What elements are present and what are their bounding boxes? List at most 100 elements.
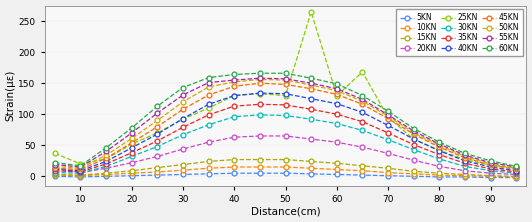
5KN bbox=[129, 174, 135, 177]
15KN bbox=[359, 165, 365, 167]
50KN bbox=[205, 85, 212, 88]
50KN bbox=[154, 119, 161, 122]
5KN bbox=[154, 174, 161, 176]
5KN bbox=[282, 172, 289, 174]
15KN bbox=[462, 173, 468, 176]
Legend: 5KN, 10KN, 15KN, 20KN, 25KN, 30KN, 35KN, 40KN, 45KN, 50KN, 55KN, 60KN: 5KN, 10KN, 15KN, 20KN, 25KN, 30KN, 35KN,… bbox=[396, 9, 522, 56]
55KN bbox=[77, 166, 84, 168]
40KN bbox=[180, 117, 186, 120]
35KN bbox=[205, 113, 212, 116]
60KN bbox=[308, 77, 314, 79]
10KN bbox=[205, 167, 212, 170]
30KN bbox=[308, 118, 314, 121]
30KN bbox=[411, 148, 417, 151]
10KN bbox=[77, 174, 84, 177]
Line: 60KN: 60KN bbox=[53, 71, 519, 169]
30KN bbox=[52, 171, 58, 174]
60KN bbox=[359, 94, 365, 97]
25KN bbox=[180, 118, 186, 121]
25KN bbox=[103, 158, 109, 160]
35KN bbox=[308, 108, 314, 111]
25KN bbox=[52, 152, 58, 155]
20KN bbox=[52, 166, 58, 169]
40KN bbox=[462, 159, 468, 162]
25KN bbox=[487, 164, 494, 166]
15KN bbox=[385, 167, 391, 170]
55KN bbox=[52, 163, 58, 166]
55KN bbox=[257, 77, 263, 79]
60KN bbox=[257, 72, 263, 75]
Line: 30KN: 30KN bbox=[53, 112, 519, 176]
35KN bbox=[411, 143, 417, 146]
35KN bbox=[359, 120, 365, 123]
5KN bbox=[334, 173, 340, 176]
60KN bbox=[154, 105, 161, 107]
50KN bbox=[308, 84, 314, 86]
35KN bbox=[257, 103, 263, 106]
60KN bbox=[282, 72, 289, 75]
55KN bbox=[359, 98, 365, 101]
55KN bbox=[308, 82, 314, 85]
40KN bbox=[411, 138, 417, 140]
15KN bbox=[77, 174, 84, 176]
25KN bbox=[359, 71, 365, 73]
15KN bbox=[257, 158, 263, 161]
35KN bbox=[77, 171, 84, 173]
40KN bbox=[282, 92, 289, 95]
10KN bbox=[411, 172, 417, 175]
50KN bbox=[77, 167, 84, 170]
55KN bbox=[462, 154, 468, 157]
50KN bbox=[180, 101, 186, 103]
30KN bbox=[513, 172, 519, 174]
30KN bbox=[77, 172, 84, 174]
30KN bbox=[487, 169, 494, 172]
40KN bbox=[103, 160, 109, 163]
X-axis label: Distance(cm): Distance(cm) bbox=[251, 206, 320, 216]
45KN bbox=[411, 133, 417, 135]
10KN bbox=[334, 168, 340, 171]
50KN bbox=[129, 137, 135, 140]
50KN bbox=[462, 155, 468, 158]
50KN bbox=[436, 144, 443, 147]
45KN bbox=[462, 156, 468, 159]
10KN bbox=[462, 174, 468, 177]
25KN bbox=[154, 131, 161, 134]
60KN bbox=[411, 127, 417, 130]
15KN bbox=[436, 172, 443, 174]
15KN bbox=[282, 158, 289, 161]
10KN bbox=[436, 174, 443, 176]
15KN bbox=[411, 170, 417, 173]
45KN bbox=[154, 125, 161, 128]
15KN bbox=[52, 173, 58, 176]
Line: 5KN: 5KN bbox=[53, 171, 519, 180]
30KN bbox=[231, 115, 237, 118]
45KN bbox=[257, 82, 263, 85]
35KN bbox=[385, 131, 391, 134]
15KN bbox=[129, 169, 135, 172]
45KN bbox=[103, 157, 109, 160]
5KN bbox=[257, 172, 263, 174]
40KN bbox=[129, 147, 135, 149]
25KN bbox=[205, 107, 212, 109]
35KN bbox=[231, 105, 237, 107]
35KN bbox=[180, 126, 186, 129]
Line: 20KN: 20KN bbox=[53, 133, 519, 177]
35KN bbox=[513, 171, 519, 173]
Line: 55KN: 55KN bbox=[53, 76, 519, 169]
25KN bbox=[436, 149, 443, 152]
25KN bbox=[129, 143, 135, 145]
5KN bbox=[231, 172, 237, 174]
60KN bbox=[462, 152, 468, 155]
30KN bbox=[205, 123, 212, 126]
45KN bbox=[334, 93, 340, 96]
60KN bbox=[513, 165, 519, 168]
Line: 45KN: 45KN bbox=[53, 81, 519, 172]
45KN bbox=[487, 164, 494, 166]
30KN bbox=[180, 133, 186, 136]
55KN bbox=[411, 130, 417, 132]
10KN bbox=[52, 174, 58, 176]
30KN bbox=[282, 114, 289, 117]
30KN bbox=[385, 138, 391, 141]
15KN bbox=[334, 162, 340, 165]
10KN bbox=[129, 172, 135, 174]
